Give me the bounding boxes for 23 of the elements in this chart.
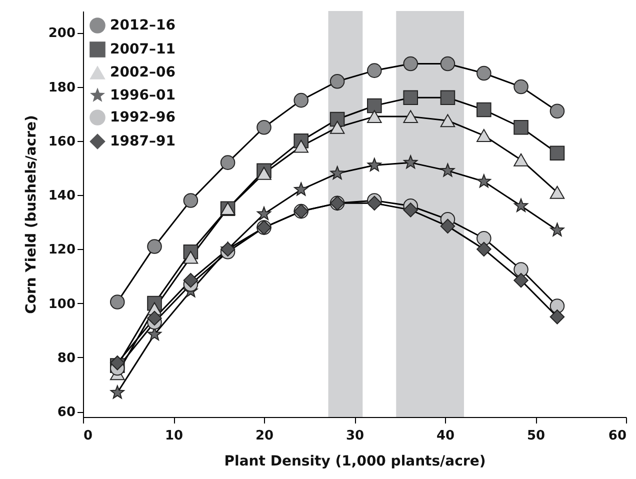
x-tick-label: 40 xyxy=(436,428,455,444)
y-tick-label: 120 xyxy=(48,242,76,258)
x-tick-label: 10 xyxy=(164,428,184,444)
x-tick-label: 60 xyxy=(608,428,626,444)
y-tick-label: 100 xyxy=(48,296,76,312)
legend-label: 1992–96 xyxy=(110,110,176,126)
y-axis-title: Corn Yield (bushels/acre) xyxy=(23,115,40,314)
legend-label: 2002–06 xyxy=(110,64,176,80)
legend-label: 2007–11 xyxy=(110,42,176,58)
y-tick-label: 180 xyxy=(48,80,76,96)
y-tick-label: 80 xyxy=(57,350,76,366)
y-tick-label: 140 xyxy=(48,188,76,204)
legend-label: 2012–16 xyxy=(110,18,176,34)
legend-label: 1987–91 xyxy=(110,134,176,150)
x-tick-label: 0 xyxy=(84,428,93,444)
x-tick-label: 50 xyxy=(526,428,546,444)
x-tick-label: 30 xyxy=(346,428,364,444)
y-tick-label: 160 xyxy=(48,134,76,150)
x-axis-title: Plant Density (1,000 plants/acre) xyxy=(224,454,486,470)
y-tick-label: 200 xyxy=(48,26,76,42)
legend-label: 1996–01 xyxy=(110,88,176,104)
y-tick-label: 60 xyxy=(57,405,76,420)
x-tick-label: 20 xyxy=(255,428,274,444)
